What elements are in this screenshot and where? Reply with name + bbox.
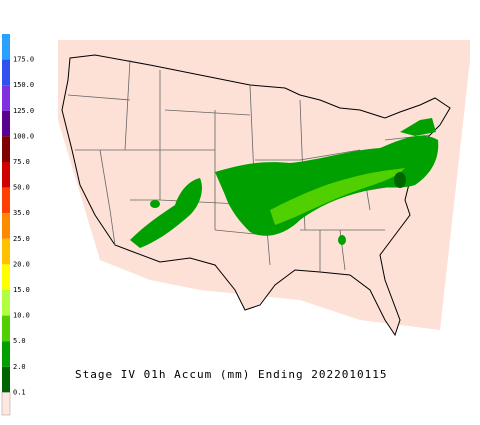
precip-spot [150, 200, 160, 208]
colorbar-label: 10.0 [13, 312, 30, 320]
precip-core [270, 168, 405, 225]
state-lines [67, 59, 431, 272]
caption: Stage IV 01h Accum (mm) Ending 202201011… [75, 368, 388, 381]
precip-spot [338, 235, 346, 245]
colorbar-label: 15.0 [13, 286, 30, 294]
colorbar-label: 125.0 [13, 107, 34, 115]
colorbar-swatch [2, 366, 10, 393]
colorbar-label: 2.0 [13, 363, 26, 371]
colorbar-swatch [2, 213, 10, 239]
colorbar-swatch [1, 392, 11, 416]
colorbar-swatch [2, 85, 10, 111]
colorbar-swatch [2, 59, 10, 86]
colorbar-label: 5.0 [13, 337, 26, 345]
colorbar-label: 50.0 [13, 184, 30, 192]
precipitation [130, 118, 439, 248]
colorbar-label: 35.0 [13, 209, 30, 217]
colorbar-label: 20.0 [13, 260, 30, 268]
colorbar-label: 175.0 [13, 56, 34, 64]
precip-spot [394, 172, 406, 188]
colorbar-swatch [2, 162, 10, 188]
colorbar-label: 100.0 [13, 132, 34, 140]
colorbar-swatch [2, 136, 10, 162]
colorbar-label: 150.0 [13, 81, 34, 89]
colorbar: 175.0 150.0 125.0 100.0 75.0 50.0 35.0 25.0 20.0… [1, 34, 34, 416]
colorbar-label: 0.1 [13, 388, 26, 396]
colorbar-label: 75.0 [13, 158, 30, 166]
colorbar-swatch [2, 315, 10, 342]
colorbar-swatch [2, 264, 10, 290]
colorbar-swatch [2, 341, 10, 367]
precip-southwest [130, 178, 202, 248]
colorbar-swatch [2, 290, 10, 316]
colorbar-label: 25.0 [13, 235, 30, 243]
colorbar-swatch [2, 34, 10, 60]
colorbar-swatch [2, 238, 10, 265]
precip-northeast [400, 118, 436, 136]
colorbar-swatch [2, 187, 10, 214]
colorbar-swatch [2, 110, 10, 137]
